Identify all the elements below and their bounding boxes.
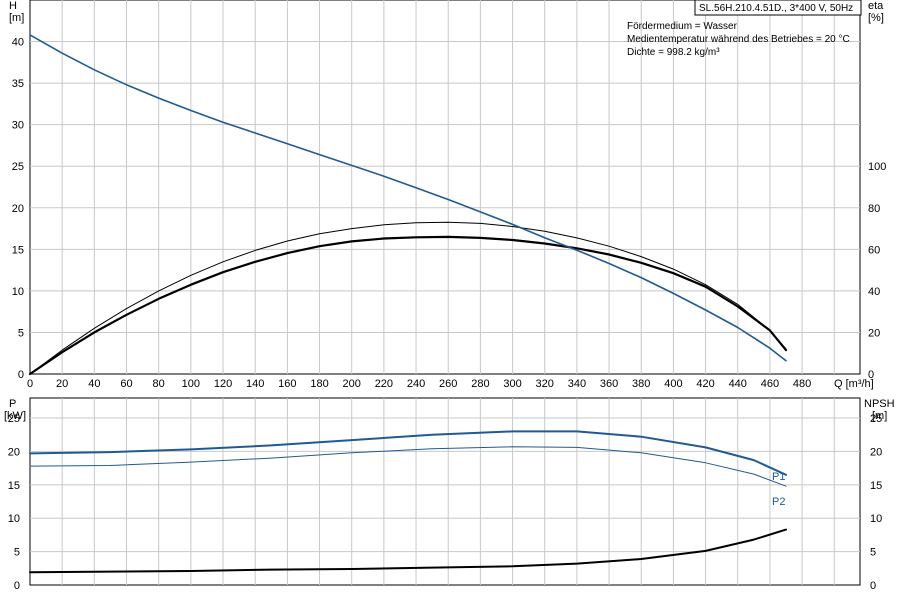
- eta-tick-label: 100: [868, 161, 886, 173]
- q-tick-label: 0: [27, 378, 33, 390]
- bottom-series: [29, 430, 787, 574]
- series-label-p1: P1: [772, 471, 785, 483]
- q-tick-label: 260: [439, 378, 457, 390]
- p-tick-label: 15: [8, 480, 20, 492]
- eta-tick-label: 40: [868, 286, 880, 298]
- pump-title: SL.56H.210.4.51D., 3*400 V, 50Hz: [699, 3, 853, 14]
- bottom-grid: [30, 398, 860, 585]
- eta-axis-unit: [%]: [868, 12, 884, 24]
- npsh-tick-label: 5: [870, 547, 876, 559]
- h-axis-label: H: [9, 0, 17, 12]
- npsh-tick-label: 0: [870, 580, 876, 592]
- q-tick-label: 300: [503, 378, 521, 390]
- npsh-tick-label: 20: [870, 446, 882, 458]
- h-tick-label: 0: [18, 369, 24, 381]
- q-tick-label: 240: [407, 378, 425, 390]
- q-tick-label: 60: [120, 378, 132, 390]
- h-axis-unit: [m]: [9, 12, 24, 24]
- q-tick-label: 100: [182, 378, 200, 390]
- series-label-p2: P2: [772, 496, 785, 508]
- p-tick-label: 5: [14, 547, 20, 559]
- q-tick-label: 140: [246, 378, 264, 390]
- h-tick-label: 15: [12, 244, 24, 256]
- npsh-axis-label: NPSH: [864, 398, 895, 410]
- h-tick-label: 30: [12, 120, 24, 132]
- info-box: SL.56H.210.4.51D., 3*400 V, 50Hz Förderm…: [627, 0, 862, 58]
- efficiency-curve-thin: [29, 221, 787, 375]
- h-tick-label: 35: [12, 78, 24, 90]
- p-tick-label: 10: [8, 513, 20, 525]
- q-tick-label: 420: [696, 378, 714, 390]
- q-tick-label: 440: [729, 378, 747, 390]
- h-tick-label: 40: [12, 37, 24, 49]
- q-tick-label: 460: [761, 378, 779, 390]
- q-tick-label: 220: [375, 378, 393, 390]
- power-curve-p1: [29, 430, 787, 476]
- q-tick-label: 180: [310, 378, 328, 390]
- eta-tick-label: 80: [868, 203, 880, 215]
- top-plot-frame: [29, 0, 861, 375]
- eta-tick-label: 0: [868, 369, 874, 381]
- eta-tick-label: 20: [868, 327, 880, 339]
- power-curve-p2: [29, 446, 787, 487]
- efficiency-curve-thick: [28, 235, 788, 376]
- q-tick-label: 400: [664, 378, 682, 390]
- info-line-medium: Fördermedium = Wasser: [627, 21, 738, 32]
- p-axis-unit: [kW]: [4, 410, 26, 422]
- h-tick-label: 5: [18, 327, 24, 339]
- q-tick-label: 380: [632, 378, 650, 390]
- bottom-plot-frame: [29, 397, 861, 586]
- info-line-temperature: Medientemperatur während des Betriebes =…: [627, 34, 850, 45]
- eta-tick-label: 60: [868, 244, 880, 256]
- p-axis-label: P: [9, 398, 16, 410]
- q-tick-label: 200: [343, 378, 361, 390]
- q-tick-label: 480: [793, 378, 811, 390]
- bottom-tick-labels: 0 5 10 15 20 25 0 5 10 15 20 25: [8, 413, 883, 592]
- q-tick-label: 360: [600, 378, 618, 390]
- npsh-tick-label: 15: [870, 480, 882, 492]
- npsh-axis-unit: [m]: [872, 410, 887, 422]
- npsh-tick-label: 10: [870, 513, 882, 525]
- h-tick-label: 20: [12, 203, 24, 215]
- q-tick-label: 120: [214, 378, 232, 390]
- npsh-tick-label: 25: [870, 413, 882, 425]
- head-curve: [29, 34, 787, 362]
- q-tick-label: 80: [153, 378, 165, 390]
- x-axis-label: Q [m³/h]: [834, 378, 874, 390]
- q-tick-label: 20: [56, 378, 68, 390]
- q-tick-label: 340: [568, 378, 586, 390]
- q-tick-label: 320: [536, 378, 554, 390]
- top-grid: [30, 0, 860, 374]
- p-tick-label: 0: [14, 580, 20, 592]
- h-tick-label: 25: [12, 161, 24, 173]
- q-tick-label: 280: [471, 378, 489, 390]
- h-tick-label: 10: [12, 286, 24, 298]
- p-tick-label: 25: [8, 413, 20, 425]
- eta-axis-label: eta: [868, 0, 884, 12]
- title-box: [694, 0, 862, 16]
- q-tick-label: 40: [88, 378, 100, 390]
- top-series: [28, 34, 788, 376]
- q-tick-label: 160: [278, 378, 296, 390]
- info-line-density: Dichte = 998.2 kg/m³: [627, 47, 720, 58]
- p-tick-label: 20: [8, 446, 20, 458]
- npsh-curve: [29, 528, 787, 574]
